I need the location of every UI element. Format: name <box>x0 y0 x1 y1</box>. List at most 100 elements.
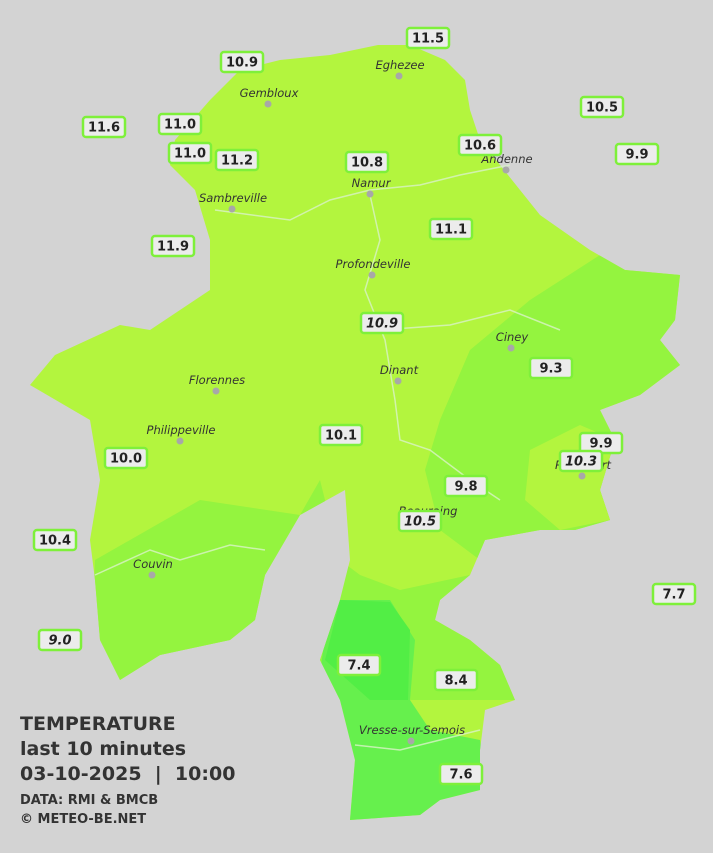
station: 10.9 <box>219 50 265 74</box>
station-box <box>344 150 390 174</box>
station-value: 10.5 <box>404 515 436 530</box>
city-label: Eghezee <box>375 58 424 72</box>
station-value: 10.8 <box>351 156 383 171</box>
station-value: 10.9 <box>226 56 258 71</box>
station: 10.5 <box>579 95 625 119</box>
river-semois <box>354 729 481 751</box>
station-box <box>651 582 697 606</box>
city-dot <box>395 72 403 80</box>
legend-title: TEMPERATURE <box>20 713 176 735</box>
station: 11.0 <box>167 141 213 165</box>
station: 9.9 <box>578 431 624 455</box>
station-value: 11.9 <box>157 240 189 255</box>
station-value: 10.1 <box>325 429 357 444</box>
city-dot <box>368 271 376 279</box>
city-dot <box>507 344 515 352</box>
legend-period: last 10 minutes <box>20 738 186 760</box>
station-box <box>359 311 405 335</box>
station-box <box>397 509 443 533</box>
river-bocq <box>379 309 561 331</box>
station: 7.7 <box>651 582 697 606</box>
station-value: 11.0 <box>164 118 196 133</box>
city-label: Dinant <box>380 363 419 377</box>
city-label: Profondeville <box>336 257 411 271</box>
station-box <box>443 474 489 498</box>
city-dot <box>502 166 510 174</box>
river-meuse <box>364 194 501 501</box>
station-value: 9.9 <box>589 437 612 452</box>
station-box <box>318 423 364 447</box>
station-box <box>157 112 203 136</box>
station: 9.3 <box>528 356 574 380</box>
station-box <box>219 50 265 74</box>
station: 10.4 <box>32 528 78 552</box>
city-dot <box>212 387 220 395</box>
stations: 11.5 10.9 10.5 11.6 11.0 11.0 11.2 10.8 10.6 9.9 1… <box>32 26 697 786</box>
city-dot <box>394 377 402 385</box>
station-value: 7.6 <box>449 768 472 783</box>
station-value: 10.5 <box>586 101 618 116</box>
station-value: 10.9 <box>366 317 398 332</box>
city-label: Ciney <box>496 330 529 344</box>
station-value: 11.0 <box>174 147 206 162</box>
city-label: Namur <box>352 176 392 190</box>
station: 7.6 <box>438 762 484 786</box>
station-box <box>37 628 83 652</box>
station: 10.8 <box>344 150 390 174</box>
city-dot <box>578 472 586 480</box>
station: 11.2 <box>214 148 260 172</box>
city-label: Gembloux <box>240 86 299 100</box>
station: 11.0 <box>157 112 203 136</box>
station-box <box>32 528 78 552</box>
city-dot <box>228 205 236 213</box>
station-box <box>558 449 604 473</box>
station-value: 10.0 <box>110 452 142 467</box>
station: 9.8 <box>443 474 489 498</box>
station: 11.5 <box>405 26 451 50</box>
station-box <box>150 234 196 258</box>
station: 10.3 <box>558 449 604 473</box>
station: 10.5 <box>397 509 443 533</box>
rivers <box>94 164 561 751</box>
station-value: 7.7 <box>662 588 685 603</box>
station-value: 11.5 <box>412 32 444 47</box>
station: 10.6 <box>457 133 503 157</box>
city-dot <box>366 190 374 198</box>
station-value: 11.6 <box>88 121 120 136</box>
station: 8.4 <box>433 668 479 692</box>
station-box <box>579 95 625 119</box>
station-value: 11.2 <box>221 154 253 169</box>
station: 10.9 <box>359 311 405 335</box>
station: 11.1 <box>428 217 474 241</box>
station: 9.0 <box>37 628 83 652</box>
city-label: Sambreville <box>199 191 267 205</box>
city-label: Couvin <box>133 557 173 571</box>
station-box <box>614 142 660 166</box>
city-label: Florennes <box>189 373 245 387</box>
legend-datetime: 03-10-2025 | 10:00 <box>20 763 235 785</box>
legend: TEMPERATURE last 10 minutes 03-10-2025 |… <box>20 713 235 827</box>
city-dot <box>264 100 272 108</box>
station: 10.1 <box>318 423 364 447</box>
station: 9.9 <box>614 142 660 166</box>
station-box <box>438 762 484 786</box>
station-value: 10.4 <box>39 534 71 549</box>
legend-credit: © METEO-BE.NET <box>20 812 146 827</box>
station: 10.0 <box>103 446 149 470</box>
station-box <box>336 653 382 677</box>
station-box <box>167 141 213 165</box>
station-value: 11.1 <box>435 223 467 238</box>
station: 11.9 <box>150 234 196 258</box>
station-box <box>103 446 149 470</box>
station-value: 9.8 <box>454 480 477 495</box>
station-box <box>457 133 503 157</box>
city-label: Philippeville <box>147 423 216 437</box>
city-dot <box>148 571 156 579</box>
station-value: 10.3 <box>565 455 597 470</box>
station-box <box>214 148 260 172</box>
station-box <box>405 26 451 50</box>
station-value: 8.4 <box>444 674 467 689</box>
station: 11.6 <box>81 115 127 139</box>
station-box <box>528 356 574 380</box>
